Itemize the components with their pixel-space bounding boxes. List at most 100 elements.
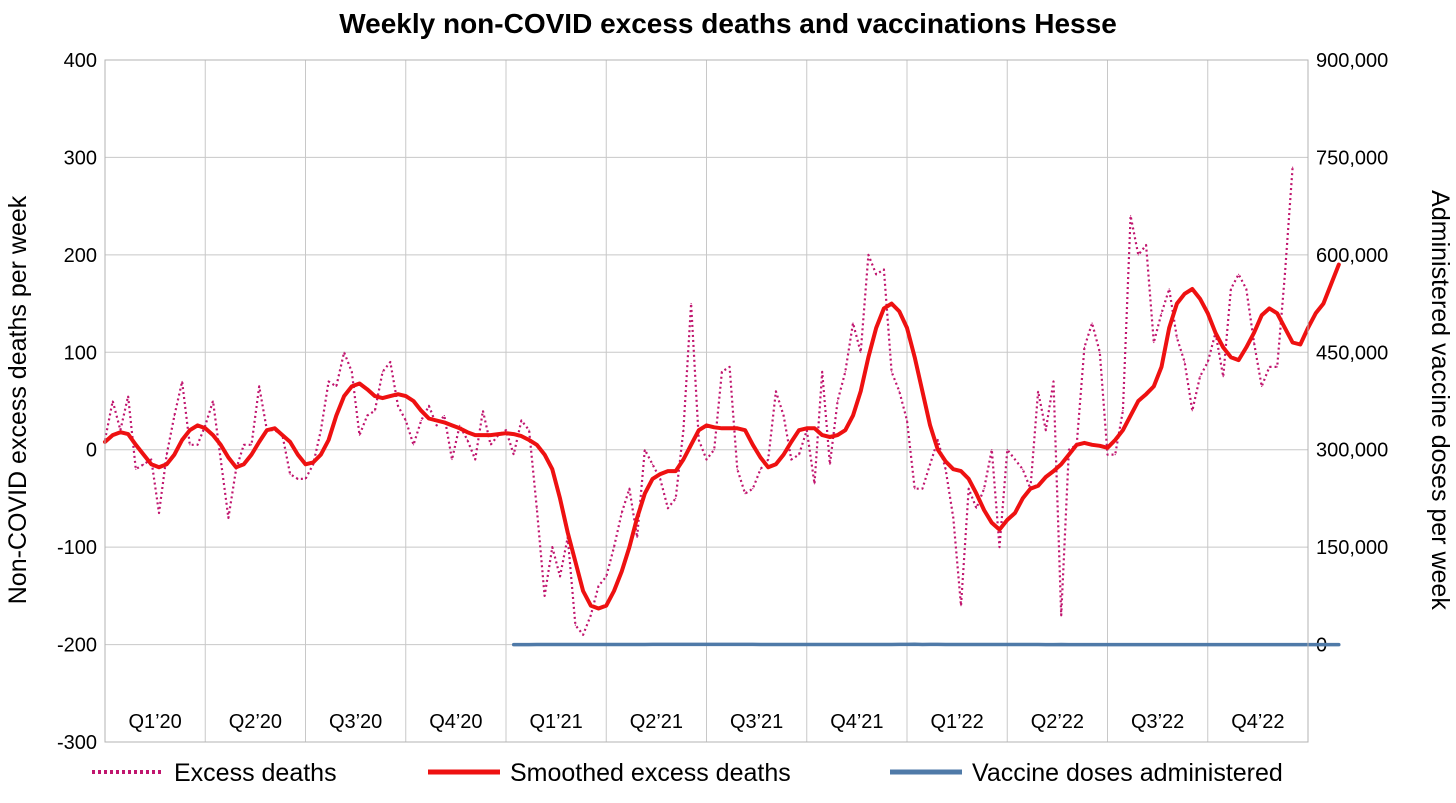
smoothed-excess-deaths-points (104, 264, 1340, 610)
data-point (1315, 644, 1317, 646)
data-point (1338, 644, 1340, 646)
data-point (867, 356, 870, 358)
data-point (1037, 643, 1039, 646)
data-point (112, 400, 114, 402)
data-point (1122, 644, 1124, 646)
data-point (1238, 359, 1240, 361)
data-point (1238, 644, 1240, 646)
data-point (682, 643, 685, 646)
data-point (143, 454, 145, 456)
data-point (1245, 644, 1247, 646)
data-point (829, 463, 831, 465)
data-point (1091, 322, 1093, 324)
quarter-label: Q2’21 (630, 711, 683, 733)
data-point (736, 427, 738, 429)
data-point (597, 607, 600, 610)
data-point (482, 434, 484, 436)
data-point (744, 429, 746, 431)
data-point (243, 444, 245, 446)
data-point (1268, 366, 1270, 368)
data-point (906, 419, 908, 422)
data-point (729, 643, 731, 646)
data-point (574, 561, 577, 563)
data-point (1191, 644, 1193, 646)
data-point (1083, 442, 1085, 444)
left-tick-label: 400 (64, 50, 97, 72)
data-point (937, 643, 939, 646)
data-point (281, 434, 283, 436)
data-point (1268, 644, 1270, 646)
data-point (1338, 264, 1340, 266)
data-point (644, 643, 646, 646)
data-point (968, 478, 970, 480)
quarter-label: Q4’21 (830, 711, 883, 733)
data-point (1153, 385, 1155, 387)
data-point (597, 585, 600, 587)
data-point (729, 427, 731, 429)
data-point (837, 434, 839, 436)
data-point (860, 643, 862, 646)
data-point (297, 454, 299, 456)
data-point (497, 433, 499, 435)
data-point (220, 444, 222, 446)
data-point (528, 429, 530, 431)
data-point (675, 643, 677, 646)
data-point (1292, 644, 1294, 646)
data-point (544, 643, 546, 646)
data-point (960, 605, 962, 607)
data-point (1184, 361, 1186, 363)
data-point (1029, 643, 1031, 646)
data-point (1014, 458, 1016, 461)
data-point (297, 478, 299, 480)
data-point (196, 424, 199, 426)
data-point (1299, 644, 1301, 646)
data-point (613, 590, 615, 592)
chart-title: Weekly non-COVID excess deaths and vacci… (339, 8, 1117, 39)
data-point (736, 643, 738, 646)
data-point (921, 390, 924, 392)
data-point (852, 643, 854, 646)
data-point (220, 458, 222, 461)
data-point (1014, 512, 1016, 514)
data-point (1322, 644, 1324, 646)
data-point (1160, 644, 1163, 646)
data-point (698, 439, 700, 441)
data-point (960, 470, 962, 472)
data-point (1037, 390, 1039, 392)
data-point (705, 643, 708, 646)
data-point (366, 415, 368, 417)
data-point (744, 643, 746, 646)
data-point (1106, 454, 1109, 456)
data-point (891, 371, 893, 373)
right-tick-label: 600,000 (1316, 245, 1388, 267)
data-point (1160, 366, 1163, 368)
data-point (752, 643, 754, 646)
data-point (1029, 488, 1031, 490)
data-point (675, 470, 677, 472)
data-point (1238, 273, 1240, 275)
data-point (567, 643, 569, 646)
right-tick-label: 450,000 (1316, 342, 1388, 364)
data-point (983, 643, 985, 646)
data-point (490, 444, 492, 446)
data-point (258, 441, 260, 443)
data-point (466, 439, 468, 441)
quarter-label: Q4’20 (429, 711, 482, 733)
data-point (1261, 385, 1263, 387)
right-axis-ticks: 0150,000300,000450,000600,000750,000900,… (1316, 50, 1388, 657)
data-point (759, 456, 762, 459)
legend-label: Smoothed excess deaths (510, 759, 791, 787)
data-point (243, 463, 245, 465)
data-point (1199, 376, 1201, 378)
quarter-label: Q1’20 (128, 711, 181, 733)
data-point (1276, 366, 1278, 368)
data-point (775, 463, 777, 465)
data-point (713, 426, 715, 428)
data-point (636, 643, 638, 646)
data-point (713, 643, 715, 646)
left-tick-label: 300 (64, 147, 97, 169)
data-point (135, 444, 137, 446)
data-point (505, 432, 507, 434)
data-point (975, 493, 978, 495)
data-point (998, 546, 1001, 548)
